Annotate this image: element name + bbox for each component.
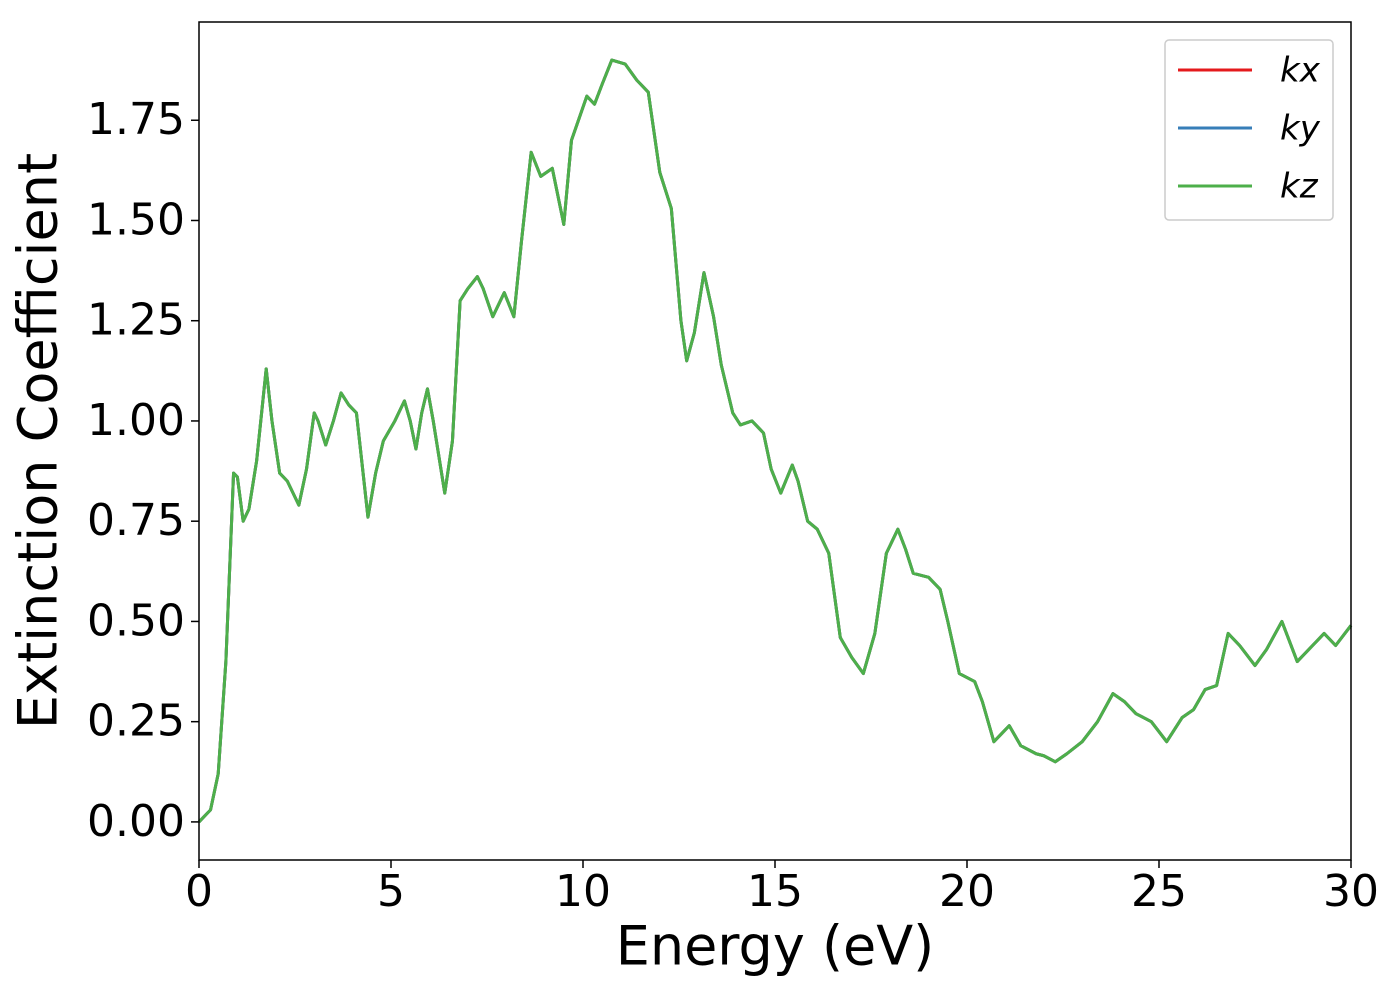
x-axis-label: Energy (eV) [616,915,935,978]
y-tick-label: 1.00 [87,395,185,446]
y-tick-label: 0.75 [87,495,185,546]
y-tick-label: 1.75 [87,94,185,145]
y-tick-label: 0.25 [87,696,185,747]
x-tick-label: 20 [939,866,995,917]
y-tick-label: 0.00 [87,796,185,847]
x-tick-label: 5 [377,866,405,917]
x-tick-label: 25 [1131,866,1187,917]
x-tick-label: 15 [747,866,803,917]
legend-label: kz [1280,167,1319,207]
x-tick-label: 30 [1323,866,1379,917]
y-axis-label: Extinction Coefficient [7,153,70,729]
data-line [197,58,1353,823]
x-tick-label: 10 [555,866,611,917]
y-tick-label: 0.50 [87,595,185,646]
legend-label: kx [1280,51,1321,91]
legend-box [1164,39,1334,221]
y-tick-label: 1.50 [87,194,185,245]
plot-frame [198,21,1352,861]
y-tick-label: 1.25 [87,295,185,346]
legend-label: ky [1280,109,1321,149]
x-tick-label: 0 [185,866,213,917]
